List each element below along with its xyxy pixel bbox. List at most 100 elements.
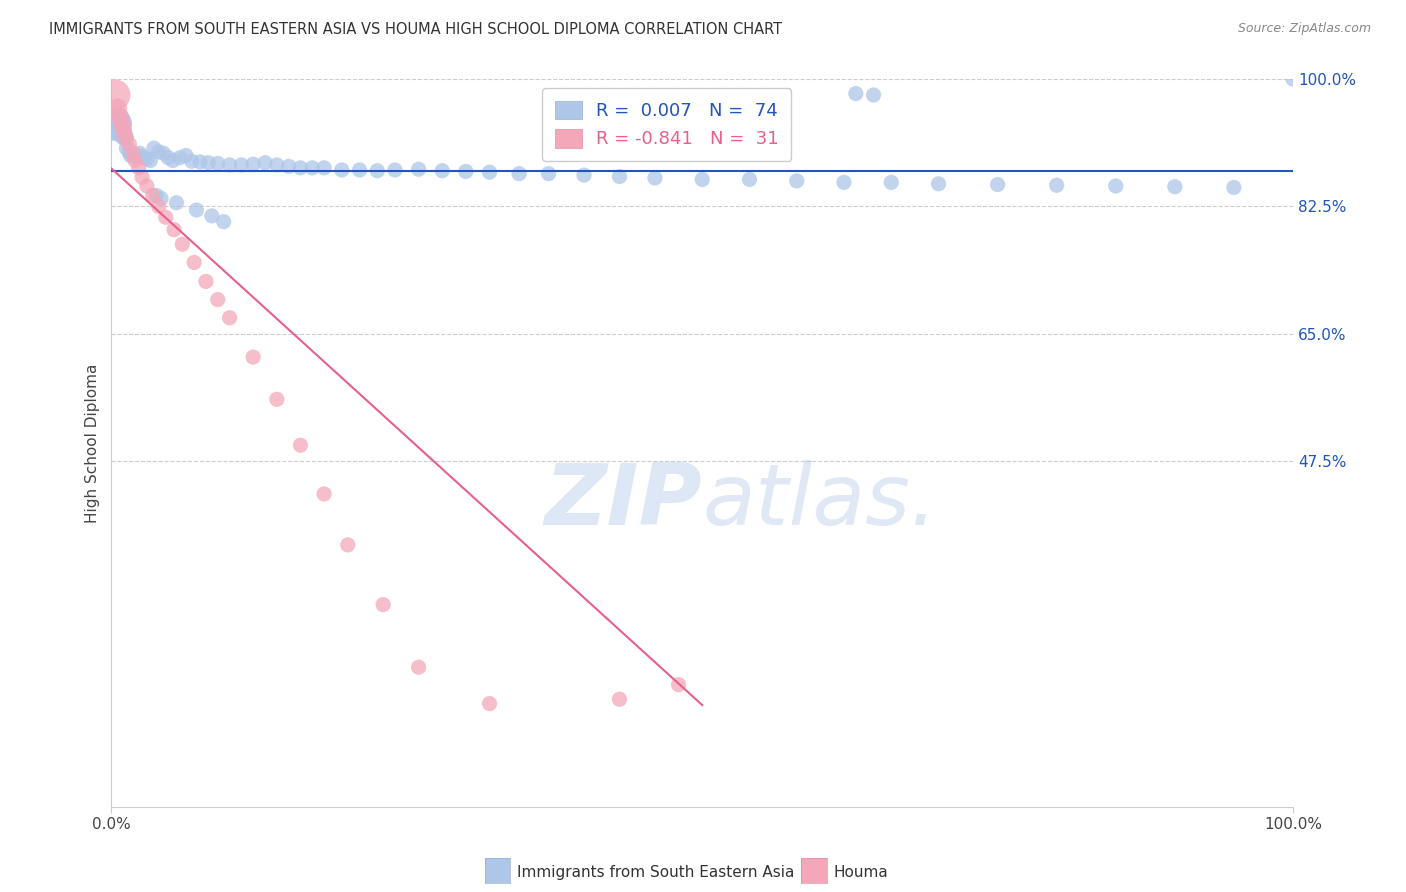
Y-axis label: High School Diploma: High School Diploma bbox=[86, 363, 100, 523]
Point bbox=[738, 172, 761, 186]
Point bbox=[1223, 180, 1246, 194]
Point bbox=[172, 237, 194, 252]
Point bbox=[212, 215, 235, 229]
Point bbox=[314, 487, 336, 501]
Point bbox=[120, 148, 142, 162]
Point bbox=[150, 191, 173, 205]
Point bbox=[110, 124, 132, 138]
Point bbox=[336, 538, 359, 552]
Point bbox=[155, 211, 177, 225]
Point bbox=[987, 178, 1010, 192]
Point bbox=[115, 141, 138, 155]
Point bbox=[131, 170, 153, 185]
Point bbox=[111, 127, 134, 141]
Point bbox=[131, 150, 153, 164]
Point bbox=[231, 158, 253, 172]
Point bbox=[108, 123, 131, 137]
Point bbox=[145, 188, 167, 202]
Point bbox=[644, 171, 666, 186]
Point bbox=[207, 156, 229, 170]
Point bbox=[508, 167, 530, 181]
Point bbox=[314, 161, 336, 175]
Point bbox=[121, 148, 143, 162]
Point bbox=[609, 169, 631, 184]
Point bbox=[253, 155, 276, 169]
Point bbox=[165, 195, 187, 210]
Point bbox=[242, 157, 264, 171]
Point bbox=[169, 151, 191, 165]
Point bbox=[384, 163, 406, 178]
Legend: R =  0.007   N =  74, R = -0.841   N =  31: R = 0.007 N = 74, R = -0.841 N = 31 bbox=[543, 88, 792, 161]
Point bbox=[454, 164, 477, 178]
Text: atlas.: atlas. bbox=[702, 459, 938, 542]
Point bbox=[266, 392, 288, 407]
Point bbox=[207, 293, 229, 307]
Point bbox=[330, 163, 353, 178]
Point bbox=[366, 163, 388, 178]
Point bbox=[290, 438, 312, 452]
Point bbox=[183, 255, 205, 269]
Point bbox=[124, 153, 146, 168]
Point bbox=[162, 153, 184, 168]
Point bbox=[135, 152, 157, 166]
Point bbox=[142, 141, 165, 155]
Point bbox=[290, 161, 312, 175]
Point bbox=[408, 162, 430, 177]
Point bbox=[266, 158, 288, 172]
Point bbox=[118, 145, 141, 159]
Point bbox=[277, 159, 299, 173]
Point bbox=[118, 137, 141, 152]
Point bbox=[1282, 72, 1305, 87]
Point bbox=[1105, 179, 1128, 194]
Point bbox=[134, 151, 156, 165]
Point bbox=[880, 175, 903, 189]
Point bbox=[301, 161, 323, 175]
Point bbox=[104, 87, 127, 102]
Point bbox=[862, 87, 884, 102]
Point bbox=[105, 117, 128, 131]
Text: Source: ZipAtlas.com: Source: ZipAtlas.com bbox=[1237, 22, 1371, 36]
Point bbox=[180, 154, 202, 169]
Point bbox=[668, 678, 690, 692]
Point bbox=[114, 130, 136, 145]
Point bbox=[928, 177, 950, 191]
Point bbox=[188, 155, 211, 169]
Point bbox=[104, 117, 127, 131]
Point bbox=[142, 188, 165, 202]
Point bbox=[105, 117, 128, 131]
Point bbox=[572, 168, 595, 182]
Text: ZIP: ZIP bbox=[544, 459, 702, 542]
Point bbox=[609, 692, 631, 706]
Point bbox=[163, 222, 186, 236]
Text: Immigrants from South Eastern Asia: Immigrants from South Eastern Asia bbox=[517, 865, 794, 880]
Point bbox=[128, 146, 150, 161]
Point bbox=[218, 158, 240, 172]
Point bbox=[128, 161, 150, 175]
Point bbox=[152, 146, 174, 161]
Text: Houma: Houma bbox=[834, 865, 889, 880]
Point bbox=[349, 163, 371, 178]
Point bbox=[107, 120, 129, 134]
Point bbox=[373, 598, 395, 612]
Point bbox=[537, 167, 560, 181]
Point bbox=[127, 148, 149, 162]
Point bbox=[124, 150, 146, 164]
Point bbox=[111, 117, 134, 131]
Point bbox=[432, 163, 454, 178]
Point bbox=[786, 174, 808, 188]
Point bbox=[186, 202, 208, 217]
Point bbox=[478, 697, 501, 711]
Point bbox=[105, 101, 128, 115]
Point bbox=[157, 151, 180, 165]
Point bbox=[121, 146, 143, 161]
Point bbox=[197, 155, 219, 169]
Point bbox=[201, 209, 224, 223]
Point bbox=[112, 123, 135, 137]
Point bbox=[194, 274, 217, 288]
Point bbox=[1046, 178, 1069, 193]
Point bbox=[112, 130, 135, 145]
Point bbox=[139, 153, 162, 168]
Point bbox=[845, 87, 868, 101]
Point bbox=[478, 165, 501, 179]
Point bbox=[408, 660, 430, 674]
